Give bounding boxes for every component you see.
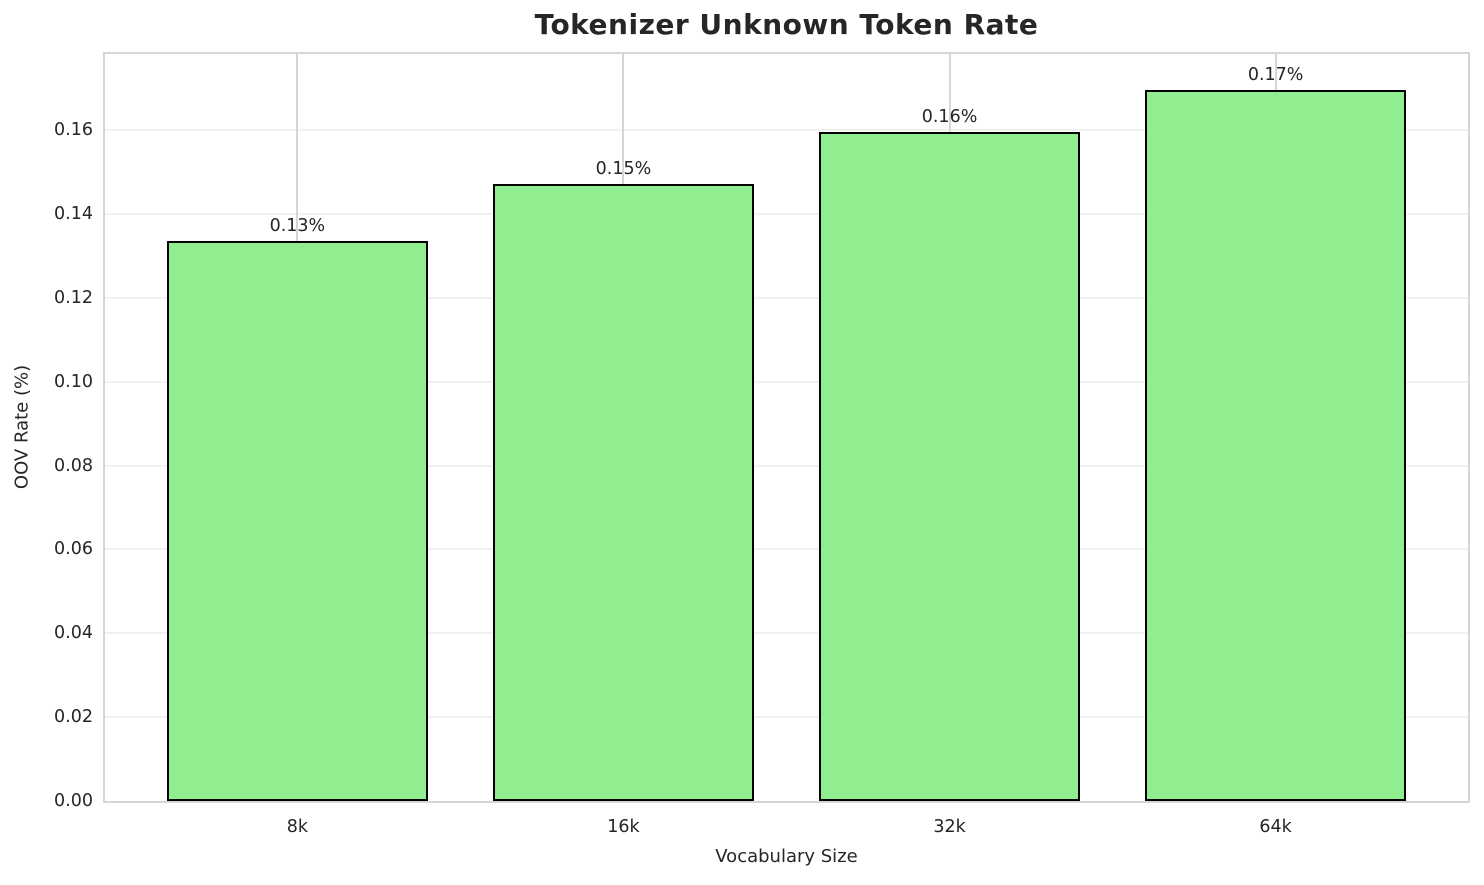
y-tick-label: 0.00 (54, 791, 93, 811)
y-tick-label: 0.04 (54, 623, 93, 644)
gridline-horizontal (105, 380, 1468, 383)
gridline-horizontal (105, 129, 1468, 132)
bar-16k (493, 183, 754, 801)
gridline-horizontal (105, 213, 1468, 216)
y-tick-label: 0.12 (54, 287, 93, 308)
gridline-horizontal (105, 716, 1468, 719)
gridline-horizontal (105, 464, 1468, 467)
plot-area: 0.13% 0.15% 0.16% 0.17% (103, 52, 1470, 803)
gridline-horizontal (105, 296, 1468, 299)
x-tick-label: 32k (933, 817, 966, 837)
x-axis-label: Vocabulary Size (715, 846, 858, 867)
x-tick-label: 64k (1259, 817, 1292, 837)
y-tick-label: 0.08 (54, 455, 93, 476)
bar-64k (1145, 89, 1407, 801)
chart-title: Tokenizer Unknown Token Rate (534, 8, 1039, 41)
bar-value-label: 0.13% (269, 216, 326, 237)
bar-32k (819, 132, 1080, 801)
bar-value-label: 0.16% (921, 107, 978, 128)
y-tick-label: 0.06 (54, 539, 93, 560)
y-tick-label: 0.14 (54, 204, 93, 225)
x-tick-label: 8k (286, 817, 309, 837)
y-tick-label: 0.02 (54, 707, 93, 728)
gridline-horizontal (105, 548, 1468, 551)
bar-value-label: 0.15% (595, 158, 652, 179)
bar-8k (166, 241, 428, 801)
y-tick-label: 0.16 (54, 120, 93, 141)
gridline-horizontal (105, 632, 1468, 635)
y-tick-label: 0.10 (54, 371, 93, 392)
x-tick-label: 16k (607, 817, 640, 837)
bar-value-label: 0.17% (1247, 64, 1304, 85)
